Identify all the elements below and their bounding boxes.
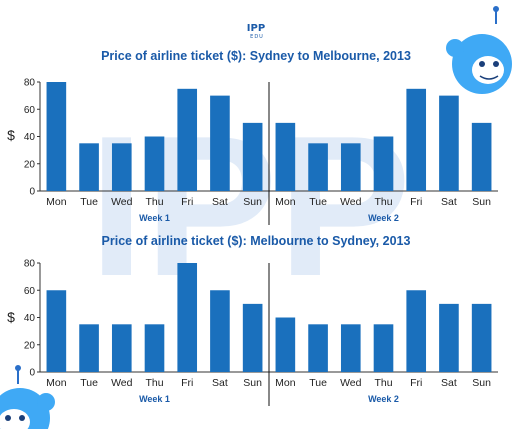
- x-tick-label: Sat: [441, 377, 457, 389]
- bar: [79, 143, 99, 191]
- x-tick-label: Tue: [80, 377, 98, 389]
- x-tick-label: Fri: [181, 377, 193, 389]
- bar: [308, 143, 328, 191]
- bar: [242, 122, 263, 191]
- bar: [242, 303, 263, 372]
- bar: [406, 290, 427, 372]
- bar: [439, 303, 459, 372]
- y-tick-label: 0: [29, 187, 35, 198]
- x-tick-label: Sun: [243, 196, 262, 208]
- y-tick-label: 80: [24, 259, 36, 270]
- chart-sydney-to-melbourne: Price of airline ticket ($): Sydney to M…: [7, 49, 498, 225]
- x-tick-label: Sun: [243, 377, 262, 389]
- y-tick-label: 0: [29, 368, 35, 379]
- bar: [275, 122, 296, 191]
- bar: [275, 317, 296, 372]
- x-tick-label: Sun: [472, 196, 491, 208]
- bar: [111, 324, 132, 372]
- x-tick-label: Mon: [46, 377, 67, 389]
- y-tick-label: 40: [24, 132, 36, 143]
- bar: [210, 95, 230, 191]
- y-tick-label: 60: [24, 105, 36, 116]
- week-label: Week 1: [139, 394, 170, 404]
- bar: [439, 95, 459, 191]
- x-tick-label: Fri: [181, 196, 193, 208]
- bar: [46, 82, 67, 191]
- x-tick-label: Wed: [340, 377, 362, 389]
- bar: [308, 324, 328, 372]
- y-tick-label: 60: [24, 286, 36, 297]
- logo-text: IPP: [247, 23, 265, 34]
- bar: [471, 122, 492, 191]
- y-tick-label: 40: [24, 313, 36, 324]
- week-label: Week 2: [368, 394, 399, 404]
- chart-title: Price of airline ticket ($): Melbourne t…: [102, 234, 411, 248]
- monkey-mascot-top-right: [446, 6, 512, 94]
- bar: [46, 290, 67, 372]
- x-tick-label: Tue: [309, 196, 327, 208]
- y-tick-label: 20: [24, 159, 36, 170]
- bar: [471, 303, 492, 372]
- bar: [373, 136, 394, 191]
- bar: [210, 290, 230, 372]
- bar: [144, 136, 165, 191]
- x-tick-label: Thu: [145, 196, 163, 208]
- x-tick-label: Sat: [441, 196, 457, 208]
- chart-title: Price of airline ticket ($): Sydney to M…: [101, 49, 411, 63]
- x-tick-label: Wed: [340, 196, 362, 208]
- x-tick-label: Tue: [309, 377, 327, 389]
- y-axis-label: $: [7, 309, 15, 325]
- x-tick-label: Mon: [275, 196, 296, 208]
- x-tick-label: Wed: [111, 196, 133, 208]
- x-tick-label: Mon: [46, 196, 67, 208]
- bar: [144, 324, 165, 372]
- x-tick-label: Sun: [472, 377, 491, 389]
- x-tick-label: Sat: [212, 196, 228, 208]
- bar: [373, 324, 394, 372]
- y-tick-label: 20: [24, 340, 36, 351]
- x-tick-label: Sat: [212, 377, 228, 389]
- bar: [340, 143, 361, 191]
- x-tick-label: Thu: [374, 377, 392, 389]
- x-tick-label: Thu: [374, 196, 392, 208]
- logo-subtext: EDU: [250, 34, 264, 40]
- x-tick-label: Thu: [145, 377, 163, 389]
- bar: [177, 263, 198, 372]
- bar: [406, 88, 427, 191]
- x-tick-label: Mon: [275, 377, 296, 389]
- y-tick-label: 80: [24, 78, 36, 89]
- bar: [340, 324, 361, 372]
- bar: [111, 143, 132, 191]
- week-label: Week 1: [139, 213, 170, 223]
- x-tick-label: Fri: [410, 196, 422, 208]
- bar: [177, 88, 198, 191]
- week-label: Week 2: [368, 213, 399, 223]
- x-tick-label: Tue: [80, 196, 98, 208]
- x-tick-label: Fri: [410, 377, 422, 389]
- chart-melbourne-to-sydney: Price of airline ticket ($): Melbourne t…: [7, 234, 498, 406]
- monkey-mascot-bottom-left: [0, 365, 55, 429]
- bar: [79, 324, 99, 372]
- y-axis-label: $: [7, 127, 15, 143]
- x-tick-label: Wed: [111, 377, 133, 389]
- ipp-logo: IPP EDU: [247, 23, 265, 40]
